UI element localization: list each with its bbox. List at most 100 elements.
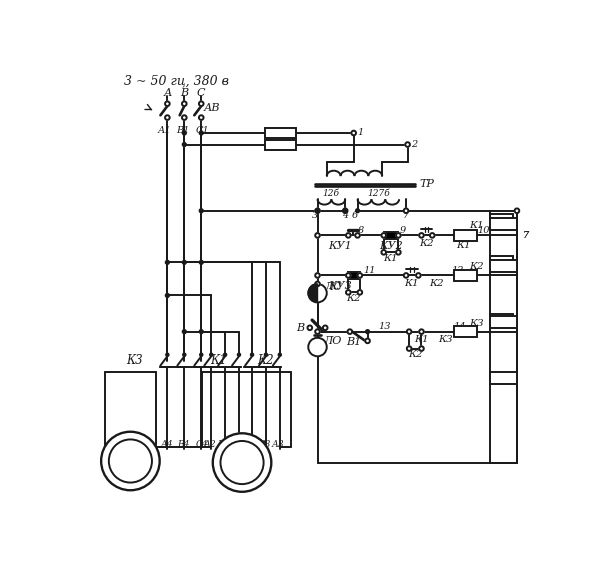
Text: К2: К2	[429, 279, 443, 288]
Circle shape	[182, 115, 187, 120]
Bar	[490, 256, 513, 266]
Bar	[490, 260, 517, 272]
Circle shape	[419, 346, 424, 351]
Circle shape	[199, 209, 203, 212]
Bar	[454, 230, 477, 241]
Text: 7: 7	[523, 231, 529, 240]
Text: К3: К3	[470, 320, 484, 328]
Circle shape	[182, 101, 187, 106]
Circle shape	[199, 330, 203, 333]
Circle shape	[515, 208, 519, 213]
Text: 7: 7	[403, 211, 409, 220]
Circle shape	[315, 208, 320, 213]
Text: К2: К2	[257, 354, 274, 367]
Bar	[490, 372, 517, 384]
Circle shape	[430, 233, 434, 237]
Circle shape	[396, 233, 401, 237]
Text: 12б: 12б	[323, 189, 340, 197]
Circle shape	[315, 329, 320, 334]
Text: К3: К3	[126, 354, 143, 367]
Circle shape	[101, 432, 160, 490]
Bar	[454, 270, 477, 281]
Text: 3 ~ 50 гц, 380 в: 3 ~ 50 гц, 380 в	[124, 74, 229, 87]
Text: 12: 12	[451, 265, 464, 275]
Text: В: В	[296, 323, 305, 333]
Circle shape	[365, 330, 370, 333]
Text: 13: 13	[378, 322, 391, 331]
Circle shape	[352, 131, 356, 135]
Text: 11: 11	[363, 265, 376, 275]
Text: В1: В1	[346, 338, 361, 347]
Text: ТР: ТР	[419, 179, 434, 189]
Text: 6: 6	[352, 211, 358, 220]
Circle shape	[315, 233, 320, 237]
Text: ПР2: ПР2	[269, 140, 292, 149]
Text: 9: 9	[400, 225, 406, 235]
Circle shape	[356, 209, 359, 212]
Text: КУ1: КУ1	[328, 241, 352, 251]
Circle shape	[166, 260, 169, 264]
Bar	[490, 314, 513, 324]
Circle shape	[165, 101, 170, 106]
Circle shape	[407, 346, 412, 351]
Text: В4: В4	[178, 441, 190, 449]
Bar	[490, 316, 517, 328]
Circle shape	[278, 353, 281, 356]
Circle shape	[343, 209, 347, 212]
Text: В: В	[180, 88, 188, 98]
Circle shape	[220, 441, 263, 484]
Text: С1: С1	[196, 126, 209, 135]
Text: М2: М2	[119, 454, 142, 468]
Text: ЛО: ЛО	[324, 336, 342, 346]
Circle shape	[308, 325, 312, 330]
Circle shape	[316, 209, 319, 212]
Circle shape	[182, 131, 186, 135]
Text: В1: В1	[176, 126, 190, 135]
Text: 1: 1	[358, 129, 364, 137]
Bar	[349, 272, 360, 279]
Bar	[265, 129, 296, 139]
Text: 12: 12	[496, 262, 509, 271]
Text: С: С	[197, 88, 205, 98]
Text: ЛС: ЛС	[324, 282, 342, 292]
Circle shape	[404, 208, 409, 213]
Circle shape	[199, 115, 203, 120]
Text: К2: К2	[419, 239, 434, 247]
Text: С4: С4	[196, 441, 208, 449]
Circle shape	[382, 233, 386, 237]
Text: К1: К1	[404, 279, 419, 288]
Text: 14: 14	[454, 322, 466, 331]
Text: К1: К1	[211, 354, 227, 367]
Bar	[490, 214, 513, 224]
Circle shape	[355, 233, 360, 237]
Circle shape	[315, 282, 320, 286]
Text: К3: К3	[438, 335, 452, 344]
Text: АВ: АВ	[204, 104, 220, 113]
Circle shape	[419, 329, 424, 334]
Circle shape	[183, 353, 186, 356]
Circle shape	[166, 293, 169, 297]
Text: 3: 3	[312, 211, 319, 220]
Circle shape	[365, 339, 370, 343]
Text: К1: К1	[470, 221, 484, 230]
Circle shape	[308, 284, 327, 303]
Circle shape	[407, 329, 412, 334]
Circle shape	[346, 233, 350, 237]
Text: 127б: 127б	[367, 189, 390, 197]
Text: 8: 8	[358, 225, 365, 235]
Text: М1: М1	[230, 456, 254, 470]
Circle shape	[224, 353, 227, 356]
Text: А: А	[163, 88, 172, 98]
Text: 14: 14	[496, 320, 509, 328]
Text: А4: А4	[160, 441, 173, 449]
Circle shape	[396, 250, 401, 255]
Text: К1: К1	[414, 335, 429, 344]
Circle shape	[308, 338, 327, 356]
Text: К2: К2	[346, 294, 361, 303]
Text: К2: К2	[408, 350, 422, 359]
Circle shape	[182, 330, 186, 333]
Bar	[384, 232, 398, 239]
Circle shape	[346, 290, 350, 294]
Text: А1: А1	[157, 126, 171, 135]
Circle shape	[315, 273, 320, 278]
